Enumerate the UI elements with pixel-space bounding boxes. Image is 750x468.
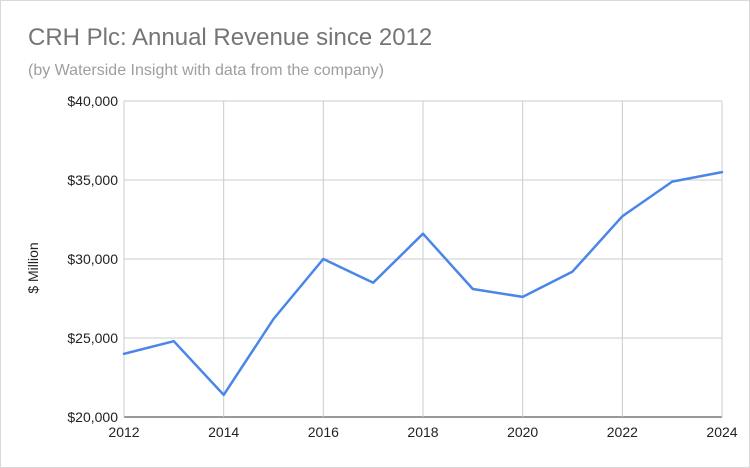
y-tick-label: $30,000	[67, 251, 118, 267]
y-tick-label: $35,000	[67, 172, 118, 188]
x-tick-label: 2016	[308, 424, 339, 440]
x-tick-label: 2018	[407, 424, 438, 440]
revenue-series-line	[122, 170, 724, 397]
chart-title: CRH Plc: Annual Revenue since 2012	[28, 24, 433, 51]
x-tick-label: 2022	[607, 424, 638, 440]
x-tick-label: 2024	[706, 424, 737, 440]
y-axis-title: $ Million	[25, 242, 41, 293]
grid-lines	[123, 100, 723, 418]
x-tick-label: 2012	[108, 424, 139, 440]
chart-subtitle: (by Waterside Insight with data from the…	[28, 62, 384, 79]
x-tick-label: 2020	[507, 424, 538, 440]
y-tick-label: $40,000	[67, 93, 118, 109]
x-tick-label: 2014	[208, 424, 239, 440]
axis-labels: $20,000 $25,000 $30,000 $35,000 $40,000 2012 2…	[67, 93, 737, 440]
y-tick-label: $20,000	[67, 409, 118, 425]
y-tick-label: $25,000	[67, 330, 118, 346]
series-lines	[122, 170, 724, 397]
